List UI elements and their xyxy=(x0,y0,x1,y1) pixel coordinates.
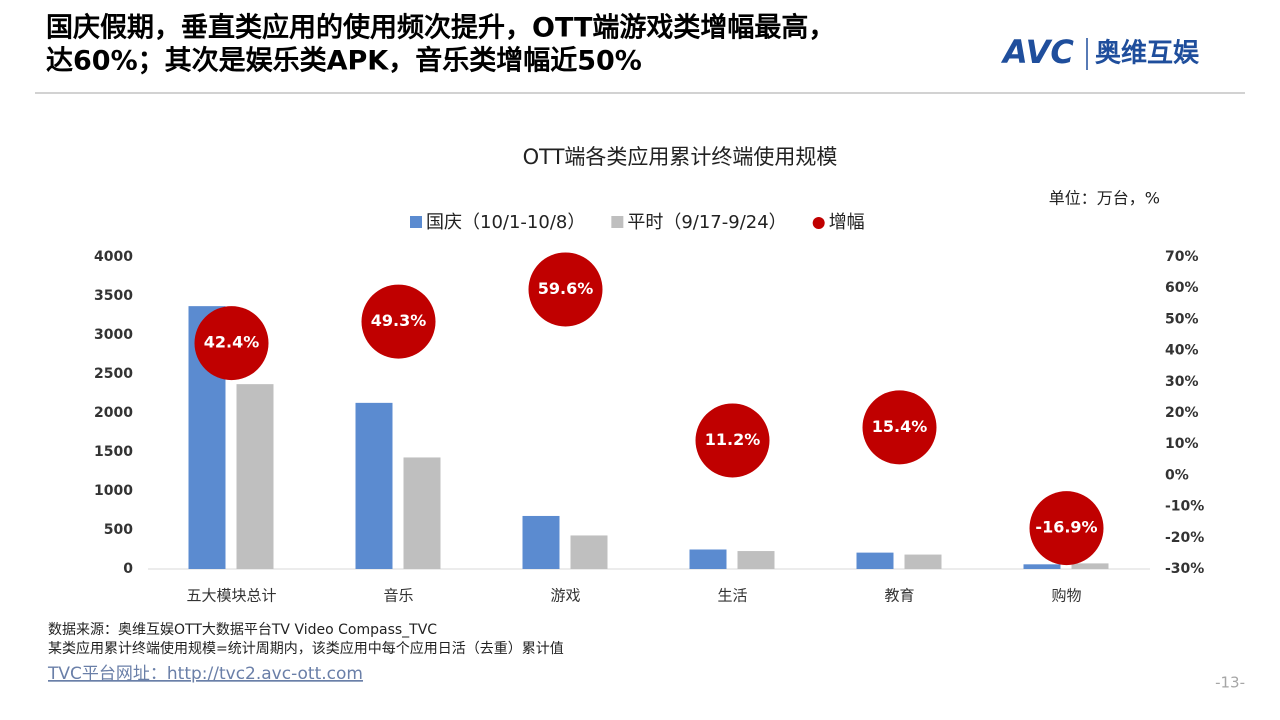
y-tick-label: 3500 xyxy=(94,288,133,304)
y2-tick-label: 40% xyxy=(1165,343,1199,359)
growth-label: 15.4% xyxy=(872,417,928,436)
y-tick-label: 1000 xyxy=(94,483,133,499)
x-tick-label: 生活 xyxy=(717,587,747,605)
y2-tick-label: -10% xyxy=(1165,499,1204,515)
y2-tick-label: -20% xyxy=(1165,530,1204,546)
y2-tick-label: 10% xyxy=(1165,436,1199,452)
unit-note: 单位：万台，% xyxy=(1049,189,1160,208)
bar xyxy=(570,535,608,569)
y-tick-label: 4000 xyxy=(94,249,133,265)
legend-marker xyxy=(410,216,422,228)
growth-label: 59.6% xyxy=(538,279,594,298)
y2-tick-label: 50% xyxy=(1165,311,1199,327)
legend-marker xyxy=(812,217,825,229)
growth-label: 11.2% xyxy=(705,430,761,449)
link[interactable]: TVC平台网址：http://tvc2.avc-ott.com xyxy=(47,664,363,684)
y-tick-label: 0 xyxy=(123,561,133,577)
definition-note: 某类应用累计终端使用规模=统计周期内，该类应用中每个应用日活（去重）累计值 xyxy=(48,640,564,657)
legend-label: 平时（9/17-9/24） xyxy=(627,212,786,233)
x-tick-label: 五大模块总计 xyxy=(186,587,276,605)
bar xyxy=(355,402,393,569)
growth-marker xyxy=(361,284,436,359)
bar xyxy=(236,384,274,569)
bar xyxy=(403,457,441,569)
bar xyxy=(737,551,775,569)
page-title: 达60%；其次是娱乐类APK，音乐类增幅近50% xyxy=(46,45,642,77)
bar xyxy=(522,515,560,569)
growth-marker xyxy=(862,390,937,465)
bar xyxy=(689,549,727,569)
y-tick-label: 1500 xyxy=(94,444,133,460)
x-tick-label: 教育 xyxy=(884,587,914,605)
growth-label: -16.9% xyxy=(1035,518,1097,537)
y-tick-label: 500 xyxy=(104,522,133,538)
y-tick-label: 2500 xyxy=(94,366,133,382)
x-tick-label: 音乐 xyxy=(383,587,413,605)
bar xyxy=(904,554,942,569)
growth-marker xyxy=(1029,491,1104,566)
growth-label: 49.3% xyxy=(371,311,427,330)
bar xyxy=(1023,564,1061,569)
y2-tick-label: 20% xyxy=(1165,405,1199,421)
page-number: -13- xyxy=(1215,674,1245,692)
legend-label: 增幅 xyxy=(829,212,865,233)
logo-cn: 奥维互娱 xyxy=(1095,38,1200,69)
y2-tick-label: 60% xyxy=(1165,280,1199,296)
source-note: 数据来源：奥维互娱OTT大数据平台TV Video Compass_TVC xyxy=(48,621,437,638)
logo: AVC xyxy=(1000,33,1074,71)
growth-marker xyxy=(528,252,603,327)
y-tick-label: 2000 xyxy=(94,405,133,421)
page-title: 国庆假期，垂直类应用的使用频次提升，OTT端游戏类增幅最高， xyxy=(46,12,835,44)
legend-label: 国庆（10/1-10/8） xyxy=(426,212,585,233)
y2-tick-label: 0% xyxy=(1165,467,1189,483)
growth-label: 42.4% xyxy=(204,333,260,352)
growth-marker xyxy=(194,306,269,381)
y2-tick-label: 70% xyxy=(1165,249,1199,265)
bar xyxy=(856,552,894,569)
y2-tick-label: 30% xyxy=(1165,374,1199,390)
growth-marker xyxy=(695,403,770,478)
chart-title: OTT端各类应用累计终端使用规模 xyxy=(523,145,838,169)
x-tick-label: 游戏 xyxy=(550,587,580,605)
bar xyxy=(1071,563,1109,569)
y2-tick-label: -30% xyxy=(1165,561,1204,577)
y-tick-label: 3000 xyxy=(94,327,133,343)
legend-marker xyxy=(611,216,624,228)
x-tick-label: 购物 xyxy=(1051,587,1081,605)
